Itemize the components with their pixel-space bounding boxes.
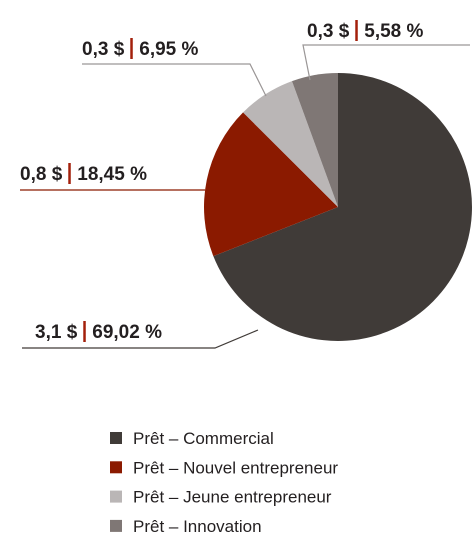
pie-slice bbox=[243, 81, 338, 207]
legend-label: Prêt – Jeune entrepreneur bbox=[133, 488, 332, 507]
value-label: 18,45 % bbox=[77, 164, 147, 185]
separator bbox=[355, 20, 358, 41]
amount-label: 0,3 $ bbox=[82, 39, 125, 60]
separator bbox=[130, 38, 133, 59]
pie-slice bbox=[204, 112, 338, 257]
legend-label: Prêt – Nouvel entrepreneur bbox=[133, 458, 338, 477]
leader-line bbox=[22, 329, 259, 349]
legend-label: Prêt – Innovation bbox=[133, 517, 262, 536]
pie-slice bbox=[213, 73, 473, 342]
legend-swatch bbox=[110, 432, 122, 444]
leader-line bbox=[82, 63, 267, 97]
amount-label: 0,8 $ bbox=[20, 164, 63, 185]
amount-label: 3,1 $ bbox=[35, 322, 78, 343]
value-label: 6,95 % bbox=[139, 39, 198, 60]
separator bbox=[68, 163, 71, 184]
pie-slice bbox=[291, 73, 338, 207]
legend-label: Prêt – Commercial bbox=[133, 429, 274, 448]
legend-swatch bbox=[110, 461, 122, 474]
amount-label: 0,3 $ bbox=[307, 21, 350, 42]
value-label: 5,58 % bbox=[364, 21, 423, 42]
separator bbox=[83, 321, 86, 342]
leader-line bbox=[302, 44, 470, 81]
legend-swatch bbox=[110, 519, 122, 532]
legend-swatch bbox=[110, 490, 122, 503]
value-label: 69,02 % bbox=[92, 322, 162, 343]
